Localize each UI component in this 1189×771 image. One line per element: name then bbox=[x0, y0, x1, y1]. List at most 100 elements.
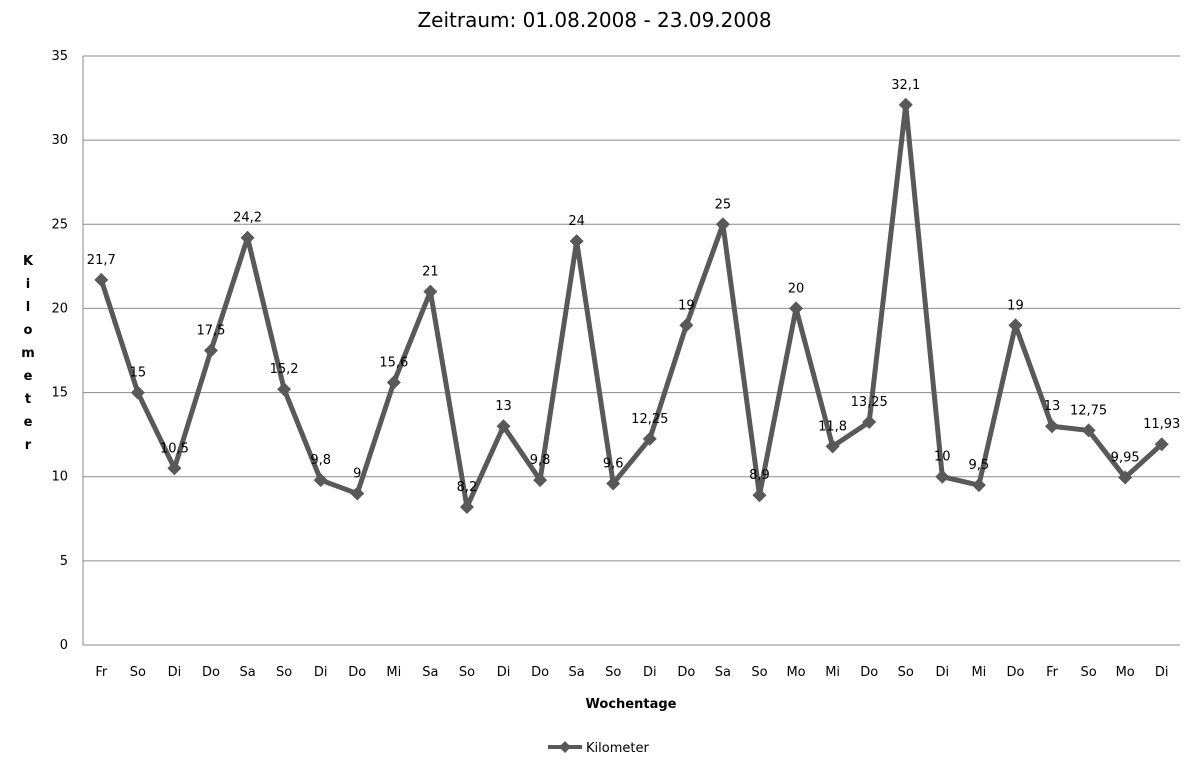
data-label: 25 bbox=[715, 197, 732, 212]
data-point-marker bbox=[423, 284, 438, 299]
legend-marker-swatch bbox=[559, 741, 571, 753]
chart-title: Zeitraum: 01.08.2008 - 23.09.2008 bbox=[417, 8, 772, 32]
data-label: 11,8 bbox=[818, 419, 847, 434]
y-tick-label: 25 bbox=[51, 217, 68, 232]
x-tick-label: So bbox=[130, 665, 146, 680]
y-axis-title: Kilometer bbox=[21, 254, 35, 453]
data-label: 21,7 bbox=[87, 253, 116, 268]
data-label: 13 bbox=[1044, 399, 1061, 414]
x-tick-label: So bbox=[605, 665, 621, 680]
data-point-marker bbox=[277, 382, 292, 397]
data-label: 13 bbox=[495, 399, 512, 414]
data-label: 9,5 bbox=[969, 458, 990, 473]
data-point-marker bbox=[386, 375, 401, 390]
data-label: 10,5 bbox=[160, 441, 189, 456]
data-point-marker bbox=[1154, 437, 1169, 452]
x-tick-label: Mi bbox=[386, 665, 401, 680]
data-label: 15,2 bbox=[270, 362, 299, 377]
y-axis-title-letter: i bbox=[26, 277, 30, 292]
y-tick-label: 5 bbox=[60, 554, 68, 569]
x-tick-label: Di bbox=[936, 665, 950, 680]
x-tick-label: So bbox=[1080, 665, 1096, 680]
data-labels: 21,7 15 10,5 17,5 24,2 15,2 9,8 9 15,6 21 8,2 13 9,8… bbox=[87, 78, 1181, 495]
data-point-marker bbox=[898, 97, 913, 112]
data-label: 19 bbox=[1007, 298, 1024, 313]
data-point-marker bbox=[350, 486, 365, 501]
data-label: 9,8 bbox=[530, 453, 551, 468]
data-point-marker bbox=[130, 385, 145, 400]
y-axis-title-letter: o bbox=[24, 323, 33, 338]
data-label: 8,9 bbox=[749, 468, 770, 483]
data-label: 9 bbox=[353, 467, 361, 482]
x-tick-label: Do bbox=[860, 665, 878, 680]
x-tick-label: Mo bbox=[1116, 665, 1135, 680]
y-axis-title-letter: r bbox=[25, 438, 32, 453]
x-tick-label: Sa bbox=[715, 665, 731, 680]
y-axis-ticks: 0 5 10 15 20 25 30 35 bbox=[51, 49, 68, 653]
data-point-marker bbox=[715, 217, 730, 232]
data-point-marker bbox=[935, 469, 950, 484]
data-point-marker bbox=[1081, 423, 1096, 438]
data-point-marker bbox=[203, 343, 218, 358]
x-axis-title: Wochentage bbox=[586, 697, 677, 712]
x-tick-label: Do bbox=[531, 665, 549, 680]
x-tick-label: Fr bbox=[95, 665, 108, 680]
data-label: 9,6 bbox=[603, 456, 624, 471]
data-label: 24 bbox=[568, 214, 585, 229]
x-tick-label: Sa bbox=[422, 665, 438, 680]
x-tick-label: Fr bbox=[1046, 665, 1059, 680]
y-axis-title-letter: t bbox=[25, 392, 31, 407]
y-axis-title-letter: l bbox=[26, 300, 30, 315]
x-tick-label: Do bbox=[1006, 665, 1024, 680]
data-point-marker bbox=[789, 301, 804, 316]
y-tick-label: 15 bbox=[51, 386, 68, 401]
data-label: 20 bbox=[788, 281, 805, 296]
x-tick-label: Sa bbox=[239, 665, 255, 680]
legend: Kilometer bbox=[548, 741, 649, 756]
data-label: 17,5 bbox=[197, 324, 226, 339]
data-point-marker bbox=[167, 461, 182, 476]
y-tick-label: 10 bbox=[51, 470, 68, 485]
x-tick-label: So bbox=[898, 665, 914, 680]
x-tick-label: Di bbox=[643, 665, 657, 680]
data-point-marker bbox=[496, 419, 511, 434]
data-label: 15 bbox=[130, 366, 147, 381]
x-tick-label: So bbox=[459, 665, 475, 680]
x-tick-label: Di bbox=[314, 665, 328, 680]
x-tick-label: Mi bbox=[971, 665, 986, 680]
data-point-marker bbox=[679, 318, 694, 333]
data-label: 11,93 bbox=[1143, 417, 1180, 432]
y-axis-title-letter: m bbox=[21, 346, 35, 361]
data-label: 32,1 bbox=[891, 78, 920, 93]
data-point-marker bbox=[825, 439, 840, 454]
data-point-marker bbox=[752, 488, 767, 503]
x-tick-label: Mi bbox=[825, 665, 840, 680]
data-label: 9,95 bbox=[1111, 451, 1140, 466]
y-axis-title-letter: e bbox=[24, 415, 33, 430]
data-point-marker bbox=[569, 234, 584, 249]
data-label: 24,2 bbox=[233, 211, 262, 226]
x-axis-ticks: Fr So Di Do Sa So Di Do Mi Sa So Di Do Sa So Di Do Sa So Mo… bbox=[95, 665, 1168, 680]
data-point-marker bbox=[240, 230, 255, 245]
data-point-marker bbox=[606, 476, 621, 491]
data-point-marker bbox=[642, 431, 657, 446]
data-point-marker bbox=[1118, 470, 1133, 485]
x-tick-label: So bbox=[751, 665, 767, 680]
y-tick-label: 35 bbox=[51, 49, 68, 64]
data-label: 15,6 bbox=[379, 355, 408, 370]
gridlines bbox=[82, 55, 1180, 646]
y-tick-label: 30 bbox=[51, 133, 68, 148]
data-point-marker bbox=[971, 478, 986, 493]
x-tick-label: Di bbox=[1155, 665, 1169, 680]
data-point-marker bbox=[1008, 318, 1023, 333]
data-label: 10 bbox=[934, 450, 951, 465]
x-tick-label: So bbox=[276, 665, 292, 680]
x-tick-label: Sa bbox=[569, 665, 585, 680]
x-tick-label: Do bbox=[202, 665, 220, 680]
data-label: 19 bbox=[678, 298, 695, 313]
legend-entry-kilometer: Kilometer bbox=[586, 741, 649, 756]
y-axis-title-letter: e bbox=[24, 369, 33, 384]
data-point-marker bbox=[862, 415, 877, 430]
x-tick-label: Do bbox=[677, 665, 695, 680]
